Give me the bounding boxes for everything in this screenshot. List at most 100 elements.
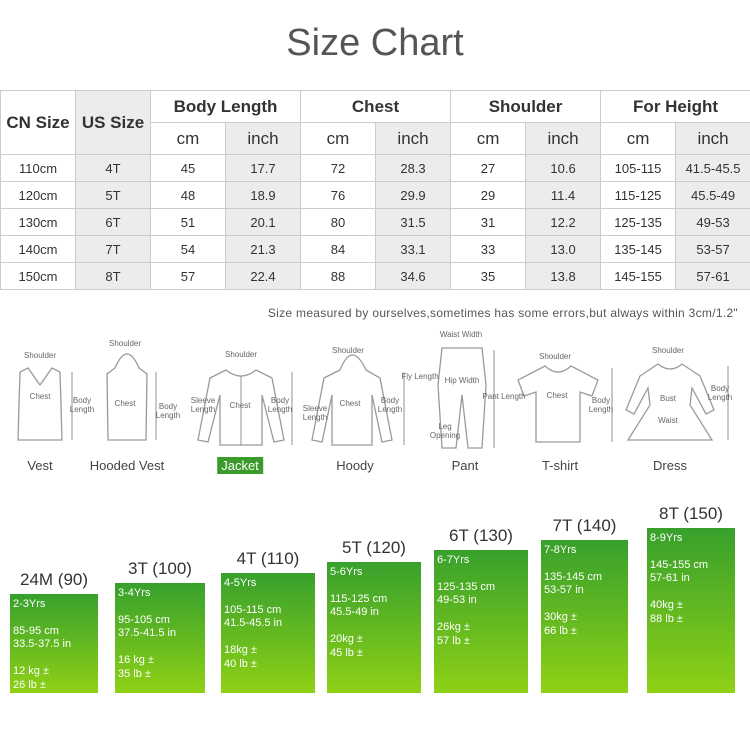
- table-cell: 22.4: [224, 262, 302, 290]
- measure-label: Fly Length: [401, 372, 439, 381]
- table-cell: 35: [450, 262, 527, 290]
- age-bar: 2-3Yrs 85-95 cm 33.5-37.5 in 12 kg ± 26 lb ±: [10, 594, 98, 693]
- table-cell: 76: [300, 181, 377, 209]
- height-in: 57-61 in: [650, 572, 690, 584]
- age: 4-5Yrs: [224, 577, 257, 589]
- garment-drawings: [17, 347, 729, 449]
- table-cell: 31.5: [375, 208, 452, 236]
- garment-name: Dress: [653, 458, 687, 473]
- size-label: 7T (140): [552, 516, 617, 535]
- measure-label: Chest: [339, 399, 361, 408]
- garment-name: T-shirt: [541, 458, 579, 473]
- weight-lb: 88 lb ±: [650, 613, 683, 625]
- measure-label: Shoulder: [224, 350, 258, 359]
- age: 2-3Yrs: [13, 598, 46, 610]
- measure-label: Body Length: [377, 396, 403, 414]
- table-cell: 11.4: [525, 181, 602, 209]
- table-cell: 7T: [75, 235, 151, 263]
- unit-cell: inch: [375, 122, 452, 155]
- size-label: 8T (150): [659, 504, 723, 523]
- weight-kg: 16 kg ±: [118, 654, 155, 666]
- measure-label: Chest: [546, 391, 568, 400]
- size-label: 6T (130): [449, 526, 513, 545]
- header-cell: For Height: [600, 90, 750, 123]
- table-cell: 10.6: [525, 154, 602, 182]
- table-cell: 80: [300, 208, 377, 236]
- measure-label: Leg Opening: [429, 422, 461, 440]
- measure-label: Shoulder: [23, 351, 57, 360]
- height-in: 49-53 in: [437, 594, 477, 606]
- header-cell: Body Length: [149, 90, 302, 123]
- table-cell: 84: [300, 235, 377, 263]
- measure-label: Body Length: [707, 384, 733, 402]
- table-cell: 8T: [75, 262, 151, 290]
- size-table: CN Size US Size Body Length Chest Shoulder Fo…: [0, 90, 750, 290]
- garment-name: Vest: [27, 458, 53, 473]
- table-cell: 88: [300, 262, 377, 290]
- height-in: 37.5-41.5 in: [118, 627, 177, 639]
- table-row: 110cm 4T 45 17.7 72 28.3 27 10.6 105-115 41.5-45.…: [0, 154, 750, 182]
- table-cell: 140cm: [0, 235, 76, 263]
- unit-cell: inch: [525, 122, 602, 155]
- height-cm: 115-125 cm: [330, 593, 388, 605]
- garment-name: Hoody: [336, 458, 374, 473]
- measure-label: Hip Width: [444, 376, 480, 385]
- table-cell: 45: [150, 154, 226, 182]
- table-cell: 51: [150, 208, 226, 236]
- weight-kg: 30kg ±: [544, 611, 577, 623]
- table-cell: 150cm: [0, 262, 76, 290]
- table-cell: 41.5-45.5: [675, 154, 750, 182]
- measure-label: Shoulder: [538, 352, 572, 361]
- note: Size measured by ourselves,sometimes has…: [267, 306, 738, 320]
- table-cell: 12.2: [525, 208, 602, 236]
- age-bar: 8-9Yrs 145-155 cm 57-61 in 40kg ± 88 lb ±: [647, 528, 735, 693]
- measure-label: Body Length: [69, 396, 95, 414]
- unit-cell: inch: [224, 122, 302, 155]
- height-in: 41.5-45.5 in: [224, 617, 283, 629]
- unit-cell: cm: [300, 122, 377, 155]
- table-row: 150cm 8T 57 22.4 88 34.6 35 13.8 145-155 57-61: [0, 262, 750, 290]
- measure-label: Body Length: [155, 402, 181, 420]
- table-cell: 6T: [75, 208, 151, 236]
- title: Size Chart: [286, 22, 464, 64]
- measure-label: Shoulder: [651, 346, 685, 355]
- age-bar: 7-8Yrs 135-145 cm 53-57 in 30kg ± 66 lb ±: [541, 540, 628, 693]
- header-cell: CN Size: [0, 90, 76, 155]
- height-cm: 125-135 cm: [437, 581, 496, 593]
- weight-kg: 26kg ±: [437, 621, 470, 633]
- garment-name: Jacket: [217, 457, 263, 474]
- age: 3-4Yrs: [118, 587, 151, 599]
- height-cm: 145-155 cm: [650, 559, 709, 571]
- table-cell: 57: [150, 262, 226, 290]
- age-bar: 6-7Yrs 125-135 cm 49-53 in 26kg ± 57 lb ±: [434, 550, 528, 693]
- height-in: 53-57 in: [544, 584, 584, 596]
- measure-label: Chest: [114, 399, 136, 408]
- table-cell: 57-61: [675, 262, 750, 290]
- measure-label: Shoulder: [331, 346, 365, 355]
- weight-kg: 12 kg ±: [13, 665, 50, 677]
- weight-kg: 40kg ±: [650, 599, 683, 611]
- header-cell: Shoulder: [450, 90, 602, 123]
- age-bar: 3-4Yrs 95-105 cm 37.5-41.5 in 16 kg ± 35 lb …: [115, 583, 205, 693]
- height-cm: 135-145 cm: [544, 571, 603, 583]
- table-row: 130cm 6T 51 20.1 80 31.5 31 12.2 125-135 49-53: [0, 208, 750, 236]
- measure-label: Shoulder: [108, 339, 142, 348]
- size-label: 5T (120): [342, 538, 406, 557]
- garment-name: Hooded Vest: [89, 458, 165, 473]
- measure-label: Waist Width: [439, 330, 483, 339]
- measure-label: Sleeve Length: [190, 396, 216, 414]
- weight-lb: 40 lb ±: [224, 658, 257, 670]
- measure-label: Chest: [229, 401, 251, 410]
- measure-label: Chest: [29, 392, 51, 401]
- age-bar: 5-6Yrs 115-125 cm 45.5-49 in 20kg ± 45 lb ±: [327, 562, 421, 693]
- age: 8-9Yrs: [650, 532, 683, 544]
- weight-lb: 45 lb ±: [330, 647, 363, 659]
- table-cell: 115-125: [600, 181, 677, 209]
- table-cell: 5T: [75, 181, 151, 209]
- weight-kg: 20kg ±: [330, 633, 363, 645]
- height-in: 45.5-49 in: [330, 606, 379, 618]
- weight-lb: 66 lb ±: [544, 625, 577, 637]
- measure-label: Sleeve Length: [302, 404, 328, 422]
- weight-kg: 18kg ±: [224, 644, 257, 656]
